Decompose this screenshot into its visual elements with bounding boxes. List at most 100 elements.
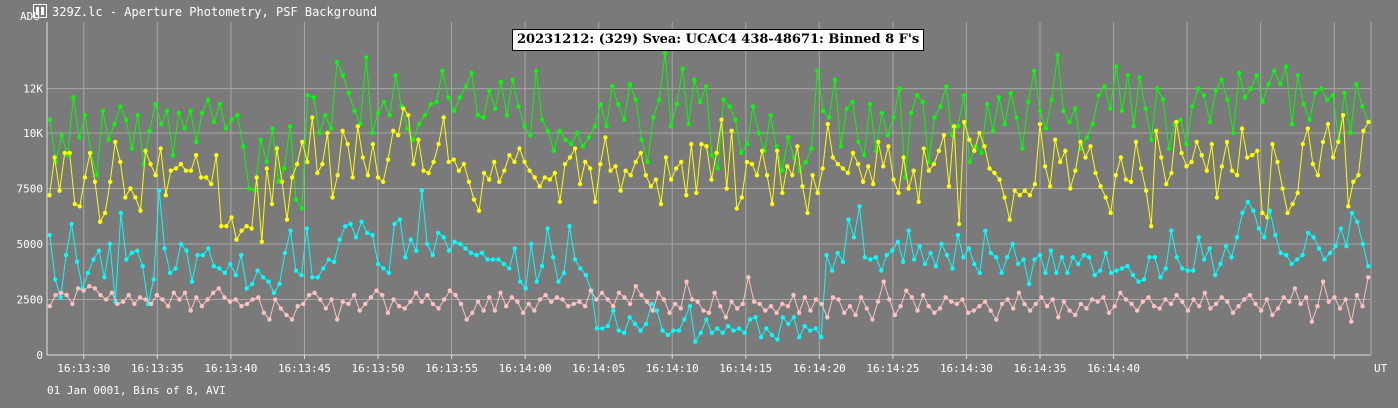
data-point	[719, 117, 724, 122]
data-point	[520, 310, 526, 315]
x-tick-label: 16:13:55	[425, 362, 478, 375]
data-point	[557, 128, 562, 133]
data-point	[693, 339, 698, 344]
data-point	[1267, 208, 1273, 213]
data-point	[1191, 268, 1196, 273]
data-point	[436, 230, 441, 236]
data-point	[184, 248, 189, 253]
data-point	[441, 235, 446, 240]
data-point	[299, 206, 304, 211]
data-point	[381, 99, 387, 105]
data-point	[706, 310, 712, 315]
data-point	[178, 241, 184, 247]
data-point	[543, 292, 548, 298]
data-point	[936, 148, 942, 153]
data-point	[703, 84, 709, 89]
data-point	[250, 297, 255, 302]
data-point	[436, 306, 441, 311]
data-point	[113, 139, 118, 145]
data-point	[885, 133, 890, 138]
data-point	[627, 82, 633, 87]
data-point	[260, 275, 266, 280]
data-point	[87, 150, 93, 156]
data-point	[881, 279, 886, 284]
data-point	[780, 168, 785, 173]
data-point	[211, 119, 217, 125]
data-point	[650, 308, 655, 313]
data-point	[1194, 139, 1199, 145]
data-point	[1287, 299, 1292, 304]
data-point	[1005, 255, 1010, 260]
data-point	[182, 126, 187, 131]
data-point	[1119, 266, 1125, 271]
data-point	[306, 292, 312, 298]
data-point	[1055, 53, 1060, 58]
data-point	[216, 286, 221, 291]
data-point	[469, 70, 474, 76]
data-point	[1103, 195, 1108, 200]
data-point	[458, 301, 464, 307]
data-point	[1101, 295, 1106, 300]
data-point	[1073, 106, 1078, 111]
data-point	[733, 117, 738, 122]
data-point	[352, 108, 357, 114]
data-point	[1201, 93, 1207, 98]
y-tick-label: 5000	[17, 238, 44, 251]
data-point	[293, 268, 299, 273]
data-point	[91, 257, 96, 262]
data-point	[1021, 257, 1026, 262]
data-point	[627, 301, 633, 307]
data-point	[560, 297, 565, 302]
data-point	[1324, 97, 1330, 102]
data-point	[364, 230, 370, 236]
data-point	[857, 204, 862, 209]
data-point	[440, 68, 445, 74]
window-title: 329Z.lc - Aperture Photometry, PSF Backg…	[52, 5, 378, 19]
data-point	[137, 295, 143, 300]
data-point	[369, 130, 375, 136]
data-point	[1042, 164, 1048, 169]
data-point	[756, 130, 761, 136]
data-point	[567, 155, 573, 160]
data-point	[107, 241, 113, 247]
data-point	[1262, 235, 1267, 240]
data-point	[1002, 121, 1007, 127]
data-point	[1234, 235, 1240, 240]
data-point	[912, 257, 917, 262]
data-point	[1125, 264, 1130, 269]
data-point	[223, 126, 228, 131]
data-point	[1236, 304, 1241, 309]
data-point	[1048, 248, 1054, 253]
data-point	[605, 323, 610, 329]
data-point	[938, 104, 943, 109]
data-point	[786, 321, 791, 327]
data-point	[332, 259, 337, 264]
data-point	[1063, 148, 1068, 153]
data-point	[100, 108, 105, 114]
data-point	[1151, 304, 1157, 309]
data-point	[442, 297, 447, 302]
data-point	[326, 257, 331, 262]
data-point	[67, 150, 72, 156]
data-point	[830, 295, 836, 300]
data-point	[1315, 304, 1320, 309]
data-point	[507, 153, 512, 158]
data-point	[616, 290, 622, 295]
data-point	[1342, 90, 1347, 96]
data-point	[1349, 210, 1355, 216]
data-point	[545, 226, 550, 231]
data-point	[813, 326, 818, 331]
data-point	[864, 306, 869, 311]
data-point	[135, 113, 140, 118]
data-point	[85, 270, 91, 276]
data-point	[764, 326, 769, 331]
data-point	[141, 161, 146, 167]
data-point	[1278, 250, 1283, 256]
data-point	[149, 301, 154, 307]
data-point	[135, 248, 140, 253]
data-point	[813, 297, 819, 302]
data-point	[850, 99, 855, 105]
data-point	[1248, 86, 1254, 91]
data-point	[112, 121, 117, 127]
